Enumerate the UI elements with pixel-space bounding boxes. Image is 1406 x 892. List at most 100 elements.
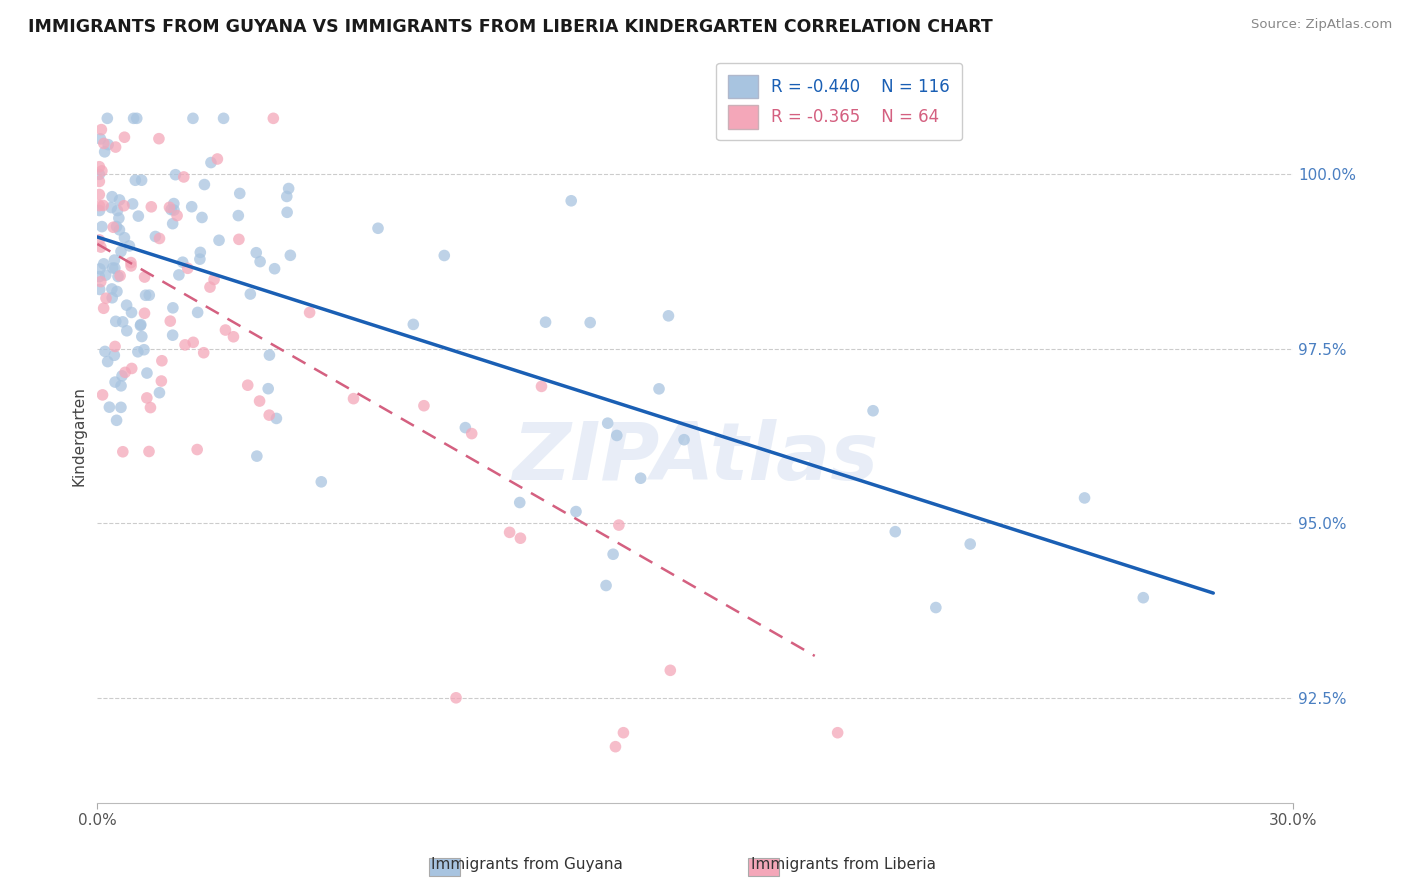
Point [276, 189, 298, 203]
Point [187, 305, 209, 319]
Point [97, 354, 120, 368]
Point [104, 375, 127, 389]
Point [134, 270, 156, 285]
Point [115, 324, 138, 338]
Point [607, 518, 630, 533]
Point [131, 173, 153, 187]
Point [180, 200, 202, 214]
Point [298, 305, 321, 319]
Point [239, 287, 262, 301]
Point [118, 239, 141, 253]
Point [162, 328, 184, 343]
Point [188, 245, 211, 260]
Point [89, 160, 111, 174]
Point [460, 426, 482, 441]
Point [214, 323, 236, 337]
Point [134, 306, 156, 320]
Point [198, 280, 221, 294]
Point [124, 173, 146, 187]
Point [90, 219, 112, 234]
Point [245, 245, 267, 260]
Point [173, 169, 195, 184]
Point [444, 690, 467, 705]
Point [228, 209, 250, 223]
Point [94, 344, 117, 359]
Point [167, 268, 190, 282]
Point [98, 400, 121, 414]
Point [579, 316, 602, 330]
Point [276, 205, 298, 219]
Point [89, 187, 111, 202]
Point [108, 193, 131, 207]
Point [1132, 591, 1154, 605]
Point [200, 155, 222, 169]
Point [673, 433, 696, 447]
Point [162, 217, 184, 231]
Point [202, 272, 225, 286]
Point [108, 268, 131, 283]
Point [509, 531, 531, 545]
Point [228, 232, 250, 246]
Point [262, 112, 284, 126]
Point [129, 318, 152, 333]
Point [111, 368, 134, 383]
Point [138, 288, 160, 302]
Point [131, 329, 153, 343]
Point [105, 285, 128, 299]
Point [222, 330, 245, 344]
Point [93, 136, 115, 151]
Point [108, 223, 131, 237]
Point [89, 174, 111, 188]
Point [101, 190, 124, 204]
Point [121, 197, 143, 211]
Point [193, 345, 215, 359]
Point [94, 268, 117, 282]
Point [110, 401, 132, 415]
Point [498, 525, 520, 540]
Point [89, 199, 111, 213]
Point [263, 261, 285, 276]
Point [280, 248, 302, 262]
Point [207, 152, 229, 166]
Point [534, 315, 557, 329]
Point [181, 112, 204, 126]
Point [90, 240, 112, 254]
Point [648, 382, 671, 396]
Point [266, 411, 288, 425]
Point [110, 244, 132, 259]
Point [111, 444, 134, 458]
Point [630, 471, 652, 485]
Point [114, 130, 136, 145]
Point [94, 291, 117, 305]
Point [657, 309, 679, 323]
Point [530, 379, 553, 393]
Point [121, 361, 143, 376]
Point [105, 219, 128, 234]
Point [827, 725, 849, 739]
Point [212, 112, 235, 126]
Point [138, 444, 160, 458]
Point [188, 252, 211, 267]
Point [135, 391, 157, 405]
Point [150, 374, 173, 388]
Point [257, 408, 280, 422]
Point [174, 338, 197, 352]
Point [193, 178, 215, 192]
Point [1073, 491, 1095, 505]
Point [90, 275, 112, 289]
Point [90, 164, 112, 178]
Point [125, 112, 148, 126]
Point [101, 282, 124, 296]
Point [114, 230, 136, 244]
Point [150, 353, 173, 368]
Point [595, 578, 617, 592]
Point [136, 366, 159, 380]
Point [101, 260, 124, 275]
Point [120, 259, 142, 273]
Point [602, 547, 624, 561]
Point [122, 112, 145, 126]
Point [127, 209, 149, 223]
Text: Immigrants from Guyana: Immigrants from Guyana [432, 857, 623, 872]
Point [208, 233, 231, 247]
Point [236, 378, 259, 392]
